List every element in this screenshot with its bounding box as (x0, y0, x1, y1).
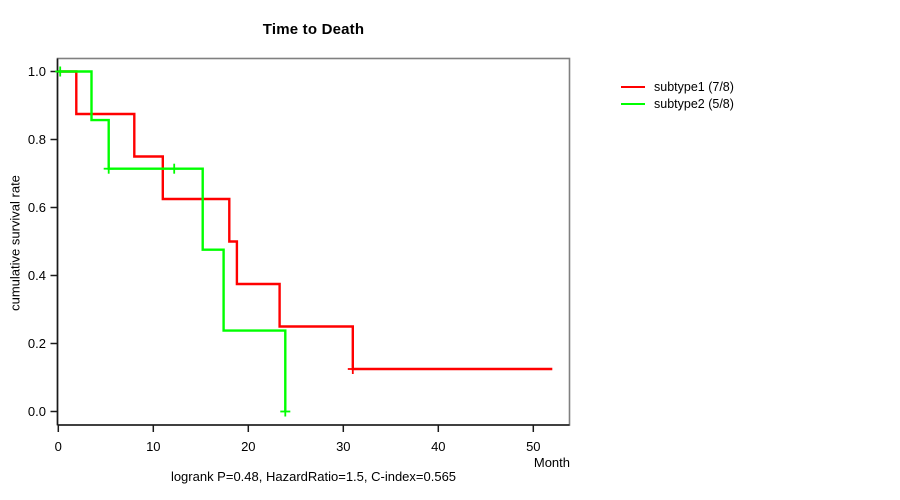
legend-label: subtype2 (5/8) (654, 96, 734, 111)
x-axis-label: Month (533, 455, 570, 470)
legend-item-subtype1: subtype1 (7/8) (621, 78, 734, 95)
x-tick-label: 50 (526, 439, 540, 454)
x-tick-label: 0 (55, 439, 62, 454)
survival-curve-subtype2 (58, 70, 287, 412)
y-tick-label: 1.0 (28, 64, 46, 79)
legend-line-swatch (621, 102, 645, 105)
y-tick-label: 0.0 (28, 404, 46, 419)
y-axis-label: cumulative survival rate (7, 175, 23, 311)
legend-label: subtype1 (7/8) (654, 79, 734, 94)
x-tick-label: 20 (241, 439, 255, 454)
legend-item-subtype2: subtype2 (5/8) (621, 95, 734, 112)
survival-curve-subtype1 (58, 70, 553, 371)
x-tick-label: 40 (431, 439, 445, 454)
footnote-stats: logrank P=0.48, HazardRatio=1.5, C-index… (170, 469, 457, 484)
x-tick-label: 30 (336, 439, 350, 454)
plot-title: Time to Death (262, 21, 365, 38)
y-tick-label: 0.4 (28, 268, 46, 283)
legend-line-swatch (621, 85, 645, 88)
y-tick-label: 0.8 (28, 132, 46, 147)
x-tick-label: 10 (146, 439, 160, 454)
y-tick-label: 0.2 (28, 336, 46, 351)
legend: subtype1 (7/8) subtype2 (5/8) (621, 78, 734, 112)
y-tick-label: 0.6 (28, 200, 46, 215)
